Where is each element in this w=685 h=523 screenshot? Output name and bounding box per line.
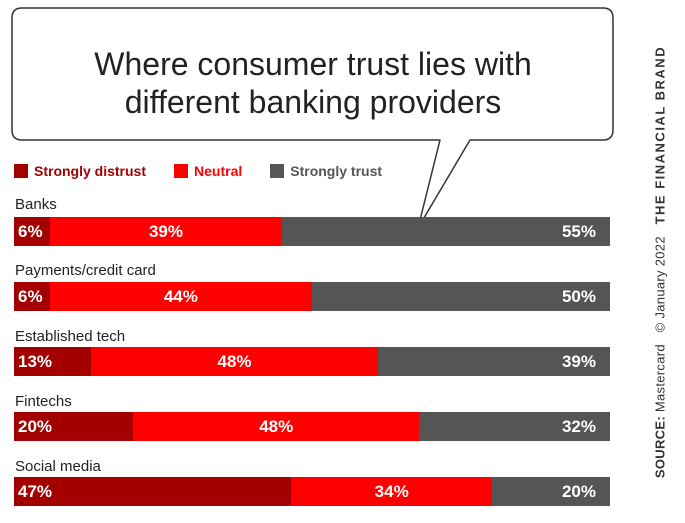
data-label-strongly-trust-social-media: 20% [561,482,596,501]
data-label-neutral-banks: 39% [148,222,183,241]
bar-segment-strongly-trust-established-tech: 39% [377,347,610,376]
category-label-social-media: Social media [15,458,101,475]
bar-fintechs: 20% 48% 32% [14,412,610,441]
category-label-fintechs: Fintechs [15,393,72,410]
bar-payments-credit-card: 6% 44% 50% [14,282,610,311]
legend-item-strongly-trust: Strongly trust [270,163,382,179]
bar-segment-neutral-established-tech: 48% [91,347,378,376]
bar-segment-strongly-trust-payments-credit-card: 50% [311,282,610,311]
bar-segment-strongly-distrust-social-media: 47% [14,477,292,506]
legend-item-neutral: Neutral [174,163,242,179]
bar-segment-strongly-trust-fintechs: 32% [419,412,610,441]
data-label-strongly-distrust-banks: 6% [18,222,43,241]
bar-segment-strongly-distrust-fintechs: 20% [14,412,134,441]
data-label-strongly-trust-banks: 55% [561,222,596,241]
bar-segment-strongly-trust-social-media: 20% [491,477,610,506]
data-label-strongly-trust-fintechs: 32% [561,417,596,436]
bar-segment-neutral-banks: 39% [49,217,283,246]
legend-label-neutral: Neutral [194,163,243,179]
data-label-neutral-payments-credit-card: 44% [163,287,198,306]
source-credit: SOURCE: Mastercard © January 2022 THE FI… [653,46,668,478]
data-label-strongly-trust-established-tech: 39% [561,352,596,371]
bar-segment-strongly-distrust-payments-credit-card: 6% [14,282,50,311]
bar-banks: 6% 39% 55% [14,217,610,246]
category-label-banks: Banks [15,196,57,213]
bar-social-media: 47% 34% 20% [14,477,610,506]
category-label-established-tech: Established tech [15,328,126,345]
chart-title-line-1: Where consumer trust lies with [94,46,532,82]
data-label-neutral-established-tech: 48% [217,352,252,371]
legend-label-strongly-distrust: Strongly distrust [34,163,147,179]
bar-segment-strongly-trust-banks: 55% [282,217,610,246]
copyright-text: © January 2022 [652,236,668,333]
legend-swatch-neutral [174,164,189,178]
bar-segment-neutral-social-media: 34% [291,477,492,506]
brand-name: THE FINANCIAL BRAND [652,45,668,225]
title-callout-bubble [11,7,614,229]
legend: Strongly distrust Neutral Strongly trust [14,162,410,180]
bar-segment-neutral-fintechs: 48% [133,412,420,441]
chart-title-line-2: different banking providers [124,84,502,120]
bar-segment-strongly-distrust-banks: 6% [14,217,50,246]
data-label-strongly-trust-payments-credit-card: 50% [561,287,596,306]
data-label-neutral-fintechs: 48% [259,417,294,436]
source-text: Mastercard [652,344,668,413]
legend-item-strongly-distrust: Strongly distrust [14,163,146,179]
data-label-neutral-social-media: 34% [374,482,409,501]
data-label-strongly-distrust-fintechs: 20% [18,417,53,436]
legend-swatch-strongly-trust [270,164,285,178]
bar-segment-strongly-distrust-established-tech: 13% [14,347,92,376]
category-label-payments-credit-card: Payments/credit card [15,262,156,279]
bar-established-tech: 13% 48% 39% [14,347,610,376]
legend-label-strongly-trust: Strongly trust [290,163,383,179]
source-label: SOURCE: [652,416,668,479]
data-label-strongly-distrust-established-tech: 13% [18,352,53,371]
legend-swatch-strongly-distrust [14,164,28,178]
data-label-strongly-distrust-social-media: 47% [18,482,53,501]
bar-segment-neutral-payments-credit-card: 44% [49,282,312,311]
data-label-strongly-distrust-payments-credit-card: 6% [18,287,43,306]
